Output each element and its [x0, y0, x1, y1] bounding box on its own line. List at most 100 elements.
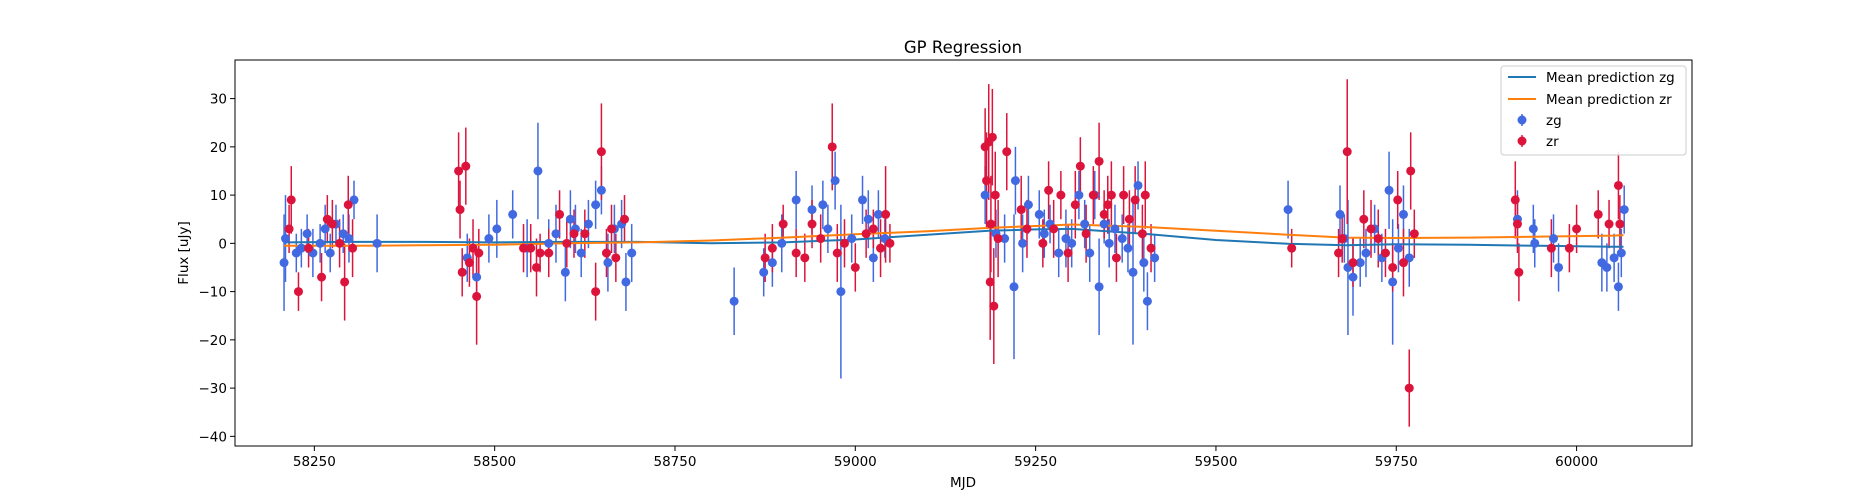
- point-zg: [1398, 209, 1408, 219]
- point-zr: [816, 234, 826, 244]
- point-zr: [1366, 224, 1376, 234]
- point-zr: [535, 248, 545, 258]
- point-zg: [372, 238, 382, 248]
- point-zg: [1074, 190, 1084, 200]
- point-zg: [1150, 253, 1160, 263]
- point-zg: [621, 277, 631, 287]
- point-zr: [985, 277, 995, 287]
- point-zg: [1067, 238, 1077, 248]
- point-zg: [508, 209, 518, 219]
- point-zr: [474, 248, 484, 258]
- point-zr: [1348, 258, 1358, 268]
- point-zg: [1080, 219, 1090, 229]
- point-zr: [1038, 238, 1048, 248]
- point-zg: [767, 258, 777, 268]
- point-zg: [1528, 224, 1538, 234]
- point-zr: [989, 301, 999, 311]
- point-zg: [565, 214, 575, 224]
- y-tick-label: 10: [210, 188, 227, 204]
- point-zg: [1619, 205, 1629, 215]
- point-zr: [454, 166, 464, 176]
- point-zr: [304, 243, 314, 253]
- y-axis-label: Flux [uJy]: [176, 221, 192, 284]
- point-zr: [1398, 258, 1408, 268]
- point-zg: [1054, 248, 1064, 258]
- x-tick-label: 60000: [1555, 454, 1598, 470]
- point-zr: [1094, 156, 1104, 166]
- point-zg: [777, 238, 787, 248]
- x-tick-label: 59750: [1375, 454, 1418, 470]
- point-zr: [827, 142, 837, 152]
- point-zr: [562, 238, 572, 248]
- point-zr: [1514, 267, 1524, 277]
- point-zg: [818, 200, 828, 210]
- point-zr: [1002, 147, 1012, 157]
- point-zr: [1146, 243, 1156, 253]
- point-zg: [1554, 262, 1564, 272]
- point-zg: [551, 229, 561, 239]
- point-zg: [296, 243, 306, 253]
- x-axis-label: MJD: [950, 475, 976, 491]
- point-zr: [1615, 219, 1625, 229]
- point-zr: [1404, 383, 1414, 393]
- point-zr: [832, 248, 842, 258]
- point-zg: [591, 200, 601, 210]
- point-zr: [987, 132, 997, 142]
- point-zr: [569, 229, 579, 239]
- y-tick-label: 0: [218, 236, 227, 252]
- legend-label-zg: zg: [1546, 113, 1562, 129]
- point-zg: [1384, 185, 1394, 195]
- legend-marker-zg: [1517, 115, 1527, 125]
- point-zr: [1063, 248, 1073, 258]
- point-zr: [464, 258, 474, 268]
- point-zg: [1123, 243, 1133, 253]
- point-zg: [280, 234, 290, 244]
- point-zr: [791, 248, 801, 258]
- legend: Mean prediction zg Mean prediction zr zg…: [1500, 65, 1687, 156]
- point-zg: [980, 190, 990, 200]
- point-zr: [1099, 209, 1109, 219]
- point-zg: [1039, 229, 1049, 239]
- point-zr: [317, 272, 327, 282]
- point-zr: [1388, 262, 1398, 272]
- data-points: [279, 132, 1629, 393]
- point-zg: [1393, 243, 1403, 253]
- point-zr: [1140, 190, 1150, 200]
- y-tick-label: −30: [199, 381, 228, 397]
- point-zg: [873, 209, 883, 219]
- point-zr: [1342, 147, 1352, 157]
- point-zg: [823, 224, 833, 234]
- point-zr: [1124, 214, 1134, 224]
- point-zr: [601, 248, 611, 258]
- point-zr: [1512, 219, 1522, 229]
- point-zg: [1099, 219, 1109, 229]
- point-zg: [576, 248, 586, 258]
- point-zr: [1130, 195, 1140, 205]
- point-zr: [293, 287, 303, 297]
- point-zg: [315, 238, 325, 248]
- point-zr: [767, 243, 777, 253]
- point-zr: [990, 190, 1000, 200]
- point-zg: [863, 214, 873, 224]
- point-zg: [1609, 253, 1619, 263]
- point-zr: [850, 262, 860, 272]
- point-zg: [1085, 248, 1095, 258]
- point-zg: [302, 229, 312, 239]
- point-zg: [1000, 234, 1010, 244]
- point-zr: [1373, 234, 1383, 244]
- x-tick-label: 59250: [1014, 454, 1057, 470]
- point-zr: [461, 161, 471, 171]
- point-zr: [760, 253, 770, 263]
- point-zr: [1075, 161, 1085, 171]
- point-zg: [279, 258, 289, 268]
- point-zr: [555, 209, 565, 219]
- point-zg: [1602, 262, 1612, 272]
- point-zr: [993, 234, 1003, 244]
- x-tick-label: 59500: [1194, 454, 1237, 470]
- point-zr: [607, 224, 617, 234]
- point-zg: [729, 296, 739, 306]
- point-zr: [1593, 209, 1603, 219]
- point-zg: [484, 234, 494, 244]
- point-zg: [868, 253, 878, 263]
